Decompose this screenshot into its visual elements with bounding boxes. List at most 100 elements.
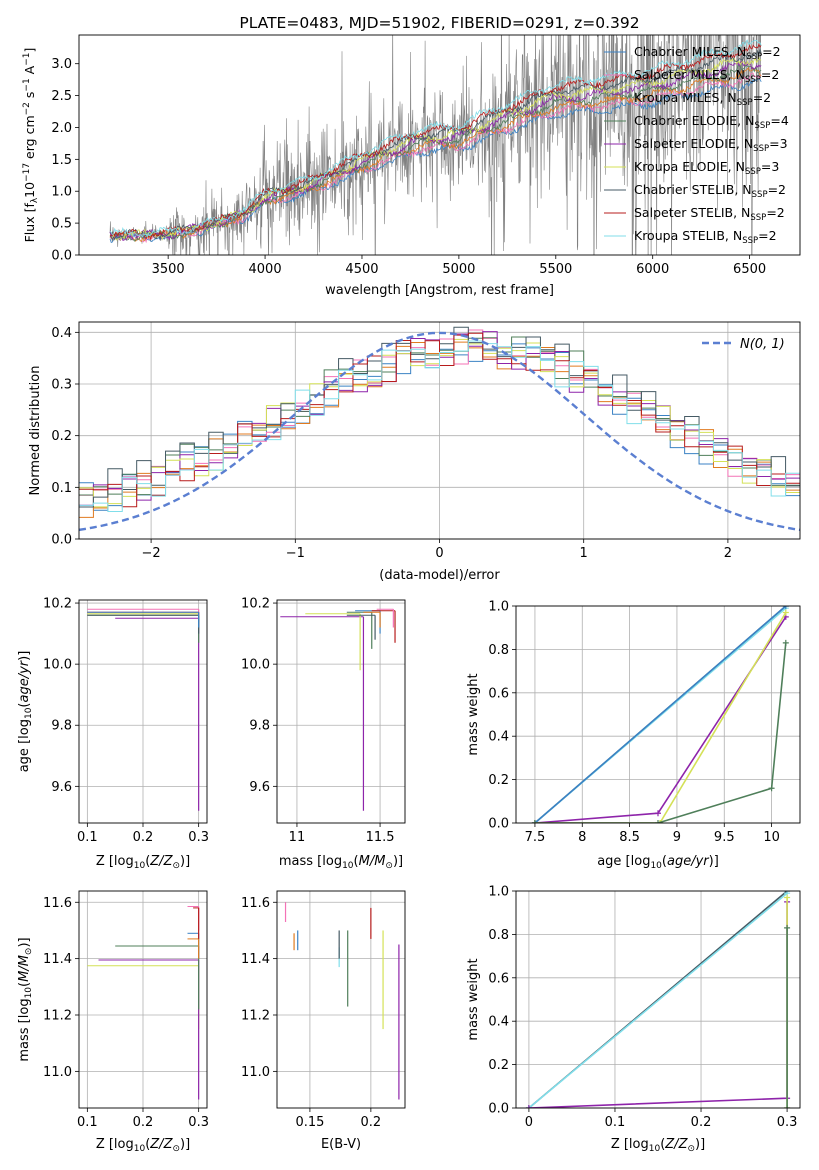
x-tick-label: 3500 [152,262,185,277]
axis-group: 3500 4000 4500 5000 5500 6000 6500 0.0 0.5 1.0 1.5… [51,57,766,277]
legend-sub: SSP [750,213,766,223]
y-tick-label: 10.2 [241,597,270,612]
y-tick-label: 0.0 [488,817,509,832]
spectrum-panel: 3500 4000 4500 5000 5500 6000 6500 0.0 0.5 1.0 1.5… [22,14,801,298]
label-part: ( [145,1137,150,1152]
y-tick-label: 9.6 [51,780,72,795]
axes-frame [276,890,406,1109]
legend-count: =2 [761,67,779,82]
series-marker [768,785,775,792]
y-tick-label: 0.0 [51,249,72,264]
axes-frame [515,890,801,1109]
axes-frame [276,599,406,824]
label-part: ( [17,703,32,708]
label-part: ( [145,854,150,869]
label-part: M/M [359,854,386,869]
axes-frame [78,321,801,540]
x-axis-label: Z [log10(Z/Z⊙)] [611,1137,705,1154]
y-tick-label: 0.0 [488,1102,509,1117]
label-part: mass [log [17,998,32,1061]
x-axis-label: Z [log10(Z/Z⊙)] [96,854,190,871]
x-axis-label: Z [log10(Z/Z⊙)] [96,1137,190,1154]
series-line-chabrier-elodie [534,642,787,823]
x-tick-label: 0.3 [777,1115,798,1130]
x-tick-label: 0.2 [133,830,154,845]
series-line-salpeter-elodie [534,616,787,823]
legend-count: =2 [766,205,784,220]
label-part: 10 [649,1144,661,1154]
x-tick-label: 0 [435,546,443,561]
series-marker [784,924,791,931]
chart-title: PLATE=0483, MJD=51902, FIBERID=0291, z=0… [239,14,639,32]
label-part: Z/Z [149,1137,173,1152]
label-part: age/yr [17,659,32,702]
label-part: −1 [22,78,32,91]
label-part: ⊙ [24,948,34,956]
label-part: age/yr [667,854,710,869]
x-tick-label: 4500 [345,262,378,277]
y-tick-label: 1.0 [488,885,509,900]
legend-count: =2 [768,182,786,197]
x-tick-label: −2 [142,546,161,561]
y-tick-label: 0.2 [488,1058,509,1073]
y-axis-label: mass weight [466,673,481,755]
label-part: ⊙ [172,861,180,871]
series-marker [525,1105,532,1108]
y-tick-label: 0.5 [51,217,72,232]
y-tick-label: 0.4 [488,1015,509,1030]
legend-label: Kroupa STELIB, NSSP=2 [634,228,777,246]
x-tick-label: 6500 [733,262,766,277]
label-part: ( [17,982,32,987]
y-tick-label: 2.0 [51,121,72,136]
label-part: )] [709,854,719,869]
x-tick-label: −1 [286,546,305,561]
legend-count: =2 [758,228,776,243]
x-tick-label: 0.3 [188,1115,209,1130]
legend-sub: SSP [745,75,761,85]
y-tick-label: 11.2 [241,1009,270,1024]
x-tick-label: 4000 [249,262,282,277]
series-marker [784,1105,791,1108]
x-tick-label: 5500 [539,262,572,277]
y-tick-label: 10.2 [43,597,72,612]
y-tick-label: 10.0 [43,658,72,673]
y-tick-label: 11.6 [43,896,72,911]
label-part: 10 [24,707,34,719]
label-part: ⊙ [687,1144,695,1154]
series-marker [531,820,538,823]
legend-name: Kroupa MILES, N [634,90,737,105]
y-tick-label: 10.0 [241,658,270,673]
x-tick-label: 11 [289,830,306,845]
legend-count: =2 [762,44,780,59]
y-tick-label: 11.2 [43,1009,72,1024]
y-tick-label: 11.6 [241,896,270,911]
series-marker [782,609,789,616]
legend-label: N(0, 1) [740,337,785,352]
legend-label: Chabrier MILES, NSSP=2 [634,44,781,62]
x-axis-label: E(B-V) [321,1137,361,1152]
legend-name: Salpeter STELIB, N [634,205,750,220]
label-part: 10 [650,861,662,871]
legend-label: Salpeter STELIB, NSSP=2 [634,205,785,223]
legend-name: Salpeter ELODIE, N [634,136,753,151]
legend-label: Kroupa ELODIE, NSSP=3 [634,159,779,177]
y-tick-label: 11.0 [43,1065,72,1080]
y-tick-label: 0.4 [51,326,72,341]
y-tick-label: 11.4 [43,952,72,967]
series-line-chabrier-miles [534,606,787,823]
x-tick-label: 0 [525,1115,533,1130]
label-part: 10 [134,861,146,871]
label-part: )] [393,854,403,869]
model-line-salpeter-miles [109,72,762,244]
label-part: ⊙ [385,861,393,871]
y-tick-label: 0.6 [488,686,509,701]
label-part: s [22,92,37,103]
series-marker [782,639,789,646]
residual-histogram-panel: −2 −1 0 1 2 0.0 0.1 0.2 0.3 0.4 (data-model)/error… [28,321,801,583]
x-tick-label: 1 [580,546,588,561]
label-part: age [log [17,719,32,772]
axis-group: 0.15 0.2 11.0 11.2 11.4 11.6 [241,891,405,1130]
y-axis-label: mass [log10(M/M⊙)] [17,937,34,1061]
label-part: ( [354,854,359,869]
label-part: Z/Z [664,1137,688,1152]
